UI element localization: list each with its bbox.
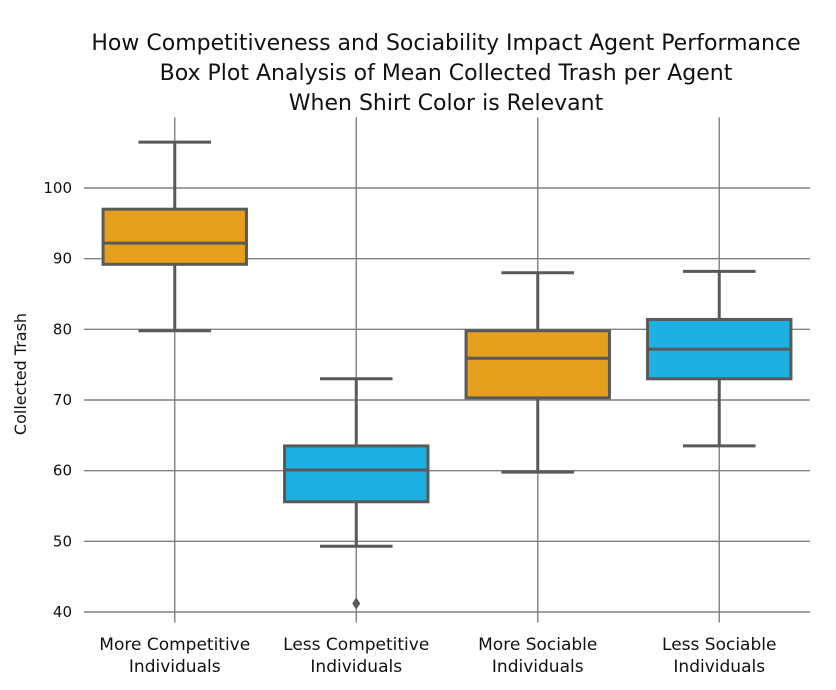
x-category-label: Less Competitive — [283, 635, 429, 655]
x-category-label: Individuals — [310, 657, 402, 677]
chart-title: How Competitiveness and Sociability Impa… — [91, 31, 800, 116]
y-tick-label: 60 — [53, 462, 72, 480]
y-axis-label: Collected Trash — [11, 313, 30, 435]
x-category-label: Less Sociable — [662, 635, 776, 655]
y-tick-label: 50 — [53, 532, 72, 550]
chart-title-line-1: How Competitiveness and Sociability Impa… — [91, 31, 800, 56]
y-tick-label: 100 — [43, 179, 72, 197]
y-tick-label: 90 — [53, 250, 72, 268]
y-axis-ticks: 40 50 60 70 80 90 100 — [43, 179, 72, 621]
chart-title-line-2: Box Plot Analysis of Mean Collected Tras… — [160, 61, 733, 86]
x-category-label: Individuals — [492, 657, 584, 677]
box-4 — [646, 269, 793, 448]
box-3 — [464, 271, 611, 474]
box-1 — [101, 140, 248, 333]
box-iqr — [464, 329, 611, 400]
y-tick-label: 70 — [53, 391, 72, 409]
box-iqr — [101, 207, 248, 266]
box-iqr — [283, 444, 430, 504]
x-category-label: More Sociable — [478, 635, 597, 655]
boxes — [101, 140, 793, 610]
box-2 — [283, 377, 430, 610]
outlier-point — [352, 597, 361, 610]
x-category-label: Individuals — [129, 657, 221, 677]
y-tick-label: 80 — [53, 320, 72, 338]
y-tick-label: 40 — [53, 603, 72, 621]
x-category-label: More Competitive — [99, 635, 250, 655]
x-category-label: Individuals — [673, 657, 765, 677]
chart-title-line-3: When Shirt Color is Relevant — [289, 91, 604, 116]
